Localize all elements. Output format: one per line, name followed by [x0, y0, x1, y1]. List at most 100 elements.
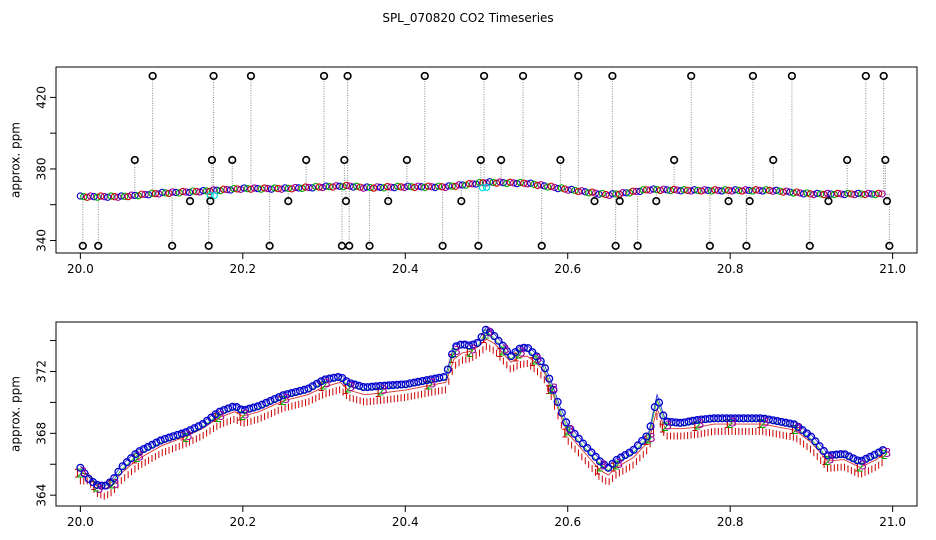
series-point	[279, 391, 288, 400]
series-point	[397, 380, 406, 389]
series-point	[638, 436, 647, 445]
top-plot-frame	[55, 66, 918, 254]
series-point	[456, 340, 465, 349]
outlier-point	[881, 155, 890, 165]
baseline-point	[134, 192, 143, 200]
baseline-point	[738, 187, 746, 195]
outlier-point	[633, 241, 642, 250]
series-point-label: 1	[756, 417, 764, 431]
series-point	[169, 432, 178, 441]
series-point-label: 1	[821, 454, 829, 468]
outlier-point	[457, 197, 466, 206]
series-point-label: 2	[596, 460, 604, 474]
baseline-point	[182, 188, 190, 196]
series-point	[676, 418, 685, 427]
baseline-point	[110, 193, 119, 201]
baseline-point	[557, 184, 566, 192]
series-line	[80, 338, 885, 490]
baseline-point	[434, 182, 443, 190]
baseline-point	[469, 180, 477, 188]
bottom-x-tick-label: 20.0	[67, 515, 94, 529]
outlier-point	[340, 155, 349, 165]
baseline-point	[711, 186, 719, 194]
series-point-label: 1	[480, 332, 488, 346]
series-point	[819, 446, 828, 456]
baseline-point	[759, 187, 767, 195]
outlier-point	[185, 197, 195, 206]
baseline-point	[643, 186, 651, 194]
outlier-point	[556, 155, 565, 165]
baseline-point	[704, 186, 712, 195]
series-point	[312, 379, 321, 388]
baseline-point	[547, 182, 555, 191]
series-point	[283, 390, 292, 399]
outlier-point	[207, 155, 217, 165]
baseline-point	[813, 189, 821, 198]
series-point	[380, 381, 389, 390]
baseline-point	[503, 179, 511, 188]
baseline-point	[192, 187, 201, 196]
outlier-point	[479, 71, 489, 81]
series-point-label: 3	[599, 459, 607, 473]
bottom-x-tick-label: 20.6	[554, 515, 581, 529]
baseline-point	[226, 186, 235, 194]
series-point-label: 1	[496, 346, 504, 360]
series-point	[832, 450, 841, 459]
series-point	[245, 404, 254, 413]
series-point-label: 1	[423, 378, 431, 392]
baseline-point	[411, 183, 419, 192]
baseline-point	[121, 192, 129, 200]
outlier-point	[265, 241, 274, 250]
baseline-point	[387, 183, 395, 191]
baseline-point	[550, 183, 559, 192]
cyan-point	[206, 192, 214, 200]
baseline-point	[441, 183, 450, 192]
baseline-point	[298, 184, 306, 193]
outlier-point	[652, 197, 661, 206]
baseline-point	[776, 187, 784, 195]
baseline-point	[83, 193, 91, 201]
outlier-point	[670, 155, 679, 165]
series-point	[291, 387, 300, 397]
baseline-point	[516, 178, 525, 187]
series-point-label: 3	[112, 477, 120, 491]
outlier-point	[476, 155, 485, 165]
series-point	[105, 478, 114, 487]
bottom-series-2	[80, 330, 885, 487]
baseline-point	[649, 185, 658, 193]
top-y-tick-label: 420	[35, 86, 49, 109]
outlier-point	[94, 241, 103, 250]
series-point	[502, 347, 512, 356]
bottom-panel-smoothed-plot: 20.0 20.2 20.4 20.6 20.8 21.0 364 368 372 approx.…	[9, 321, 918, 529]
series-point	[249, 403, 258, 412]
series-point-label: 2	[856, 460, 864, 474]
baseline-point	[165, 189, 173, 198]
outlier-point	[130, 155, 139, 165]
baseline-point	[861, 190, 869, 199]
series-point	[215, 407, 224, 416]
baseline-point	[605, 191, 613, 200]
outlier-point	[209, 71, 218, 81]
series-point-label: 1	[593, 463, 601, 477]
baseline-point	[305, 183, 313, 192]
top-x-tick-label: 20.4	[392, 262, 419, 276]
outlier-point	[882, 197, 892, 206]
baseline-point	[346, 182, 354, 190]
baseline-point	[124, 192, 132, 201]
outlier-point	[438, 241, 447, 250]
series-point	[769, 416, 778, 425]
series-point	[705, 414, 714, 423]
series-point-label: 3	[469, 343, 477, 357]
series-point	[752, 414, 761, 423]
baseline-point	[475, 178, 484, 187]
series-point	[186, 426, 195, 435]
baseline-point	[581, 188, 589, 196]
series-point	[701, 415, 710, 424]
series-point	[663, 417, 672, 426]
outlier-point	[384, 197, 393, 206]
series-point-label: 3	[616, 457, 624, 471]
series-point	[570, 429, 579, 438]
baseline-point	[523, 180, 531, 188]
baseline-point	[404, 182, 412, 190]
